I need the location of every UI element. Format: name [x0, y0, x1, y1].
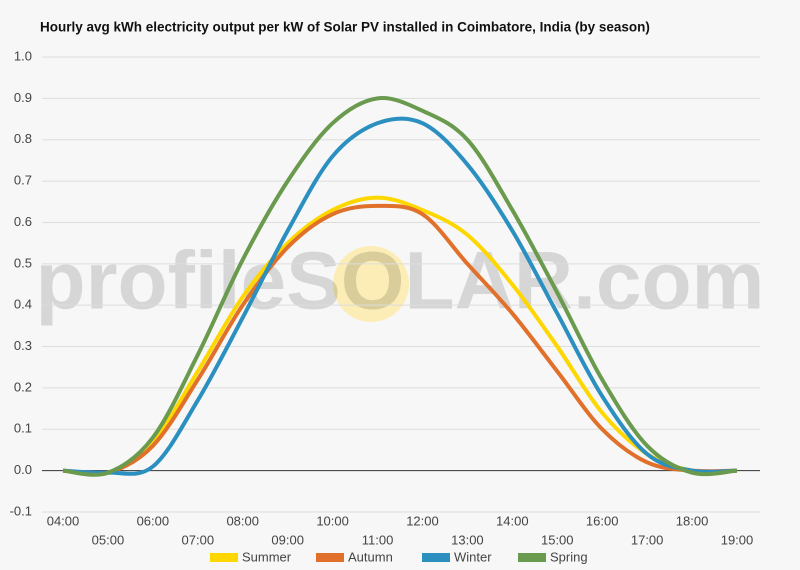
x-tick-label: 08:00 — [226, 513, 259, 528]
x-tick-label: 04:00 — [47, 513, 80, 528]
x-tick-label: 15:00 — [541, 532, 574, 547]
legend-swatch — [518, 553, 546, 562]
y-tick-label: 0.1 — [14, 421, 32, 436]
x-tick-label: 06:00 — [137, 513, 170, 528]
line — [62, 195, 738, 477]
y-tick-label: 0.6 — [14, 214, 32, 229]
watermark-sun — [333, 246, 409, 322]
legend-swatch — [210, 553, 238, 562]
y-tick-label: 0.7 — [14, 173, 32, 188]
legend-label: Spring — [550, 549, 588, 564]
legend-label: Autumn — [348, 549, 393, 564]
legend-label: Winter — [454, 549, 492, 564]
y-tick-label: 0.9 — [14, 90, 32, 105]
x-tick-label: 13:00 — [451, 532, 484, 547]
y-tick-label: 1.0 — [14, 48, 32, 63]
y-tick-label: 0.2 — [14, 379, 32, 394]
x-tick-label: 10:00 — [316, 513, 349, 528]
x-tick-label: 07:00 — [182, 532, 215, 547]
x-tick-label: 16:00 — [586, 513, 619, 528]
line — [62, 203, 738, 477]
x-tick-label: 17:00 — [631, 532, 664, 547]
x-tick-label: 09:00 — [271, 532, 304, 547]
x-tick-label: 05:00 — [92, 532, 125, 547]
y-tick-label: 0.5 — [14, 255, 32, 270]
x-tick-label: 19:00 — [721, 532, 754, 547]
watermark: profileSOLAR.com — [36, 236, 765, 327]
y-tick-label: 0.4 — [14, 297, 32, 312]
y-tick-label: 0.8 — [14, 131, 32, 146]
legend-label: Summer — [242, 549, 292, 564]
y-tick-label: 0.3 — [14, 338, 32, 353]
x-tick-label: 14:00 — [496, 513, 529, 528]
y-tick-label: -0.1 — [10, 503, 32, 518]
legend-swatch — [316, 553, 344, 562]
x-tick-label: 11:00 — [362, 532, 394, 547]
line — [62, 96, 738, 477]
line — [62, 116, 738, 476]
chart-title: Hourly avg kWh electricity output per kW… — [40, 20, 650, 35]
legend-swatch — [422, 553, 450, 562]
y-tick-label: 0.0 — [14, 462, 32, 477]
x-tick-label: 18:00 — [676, 513, 709, 528]
x-tick-label: 12:00 — [406, 513, 439, 528]
